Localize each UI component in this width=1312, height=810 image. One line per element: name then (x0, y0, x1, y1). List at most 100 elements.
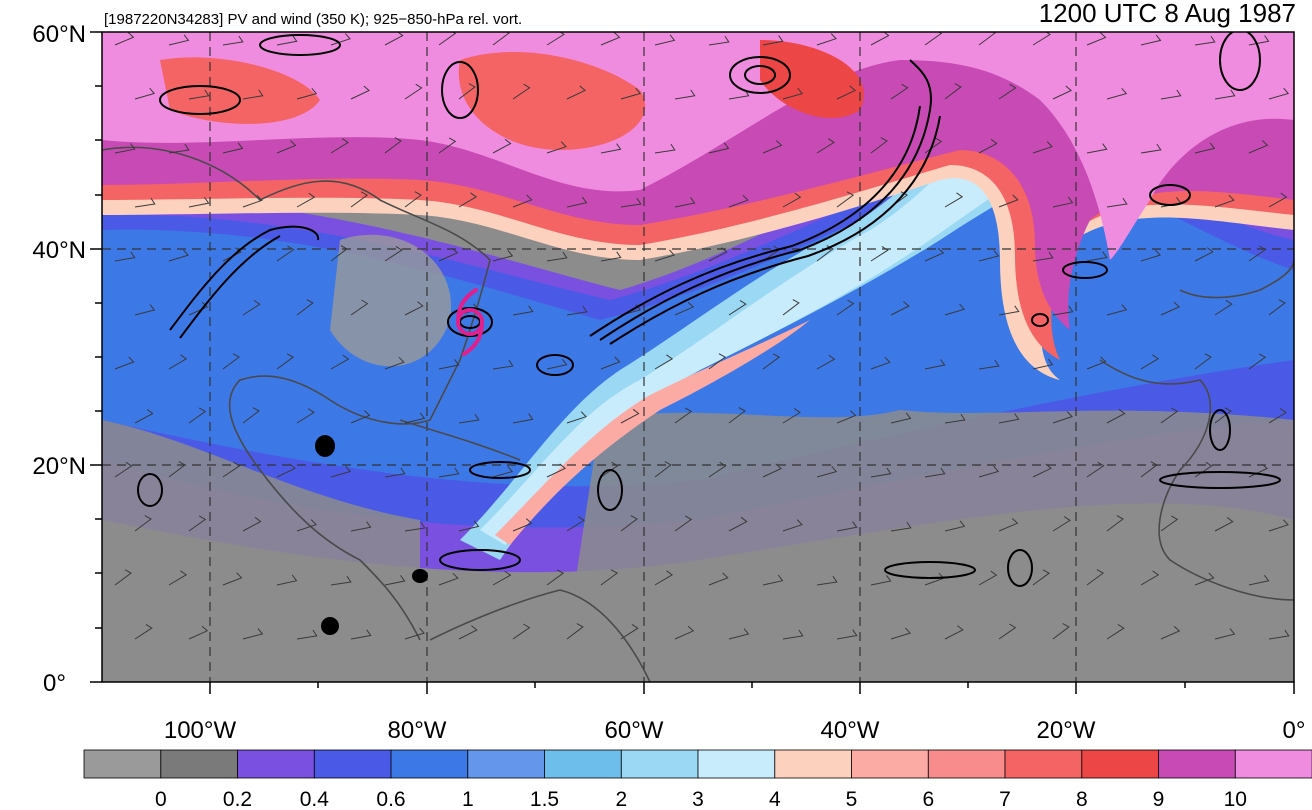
wind-barb (978, 32, 996, 46)
lat-label-0: 0° (43, 670, 66, 697)
wind-barb (944, 83, 962, 100)
wind-barb (566, 516, 585, 532)
wind-barb (600, 356, 621, 370)
wind-barb (782, 629, 804, 640)
wind-barb (222, 247, 242, 262)
wind-barb (566, 411, 587, 424)
colorbar-swatch (774, 749, 852, 779)
wind-barb (620, 408, 640, 424)
wind-barb (728, 516, 748, 532)
wind-barb (674, 197, 696, 208)
wind-barb (1194, 572, 1215, 586)
left-title: [1987220N34283] PV and wind (350 K); 925… (104, 11, 522, 28)
wind-barb (1052, 411, 1073, 424)
wind-barb (1086, 143, 1108, 154)
wind-barb (222, 142, 244, 154)
wind-barb (168, 34, 190, 46)
wind-barb (728, 194, 749, 208)
wind-barb (620, 623, 639, 640)
colorbar-tick-label: 9 (1153, 788, 1165, 810)
wind-barb (114, 356, 135, 370)
wind-barb (1248, 140, 1269, 154)
wind-barb (836, 299, 855, 316)
colorbar-tick-label: 3 (692, 788, 704, 810)
wind-barb (654, 570, 674, 586)
coastlines (102, 146, 1294, 682)
wind-barb (512, 623, 531, 640)
wind-barb (1248, 574, 1270, 586)
wind-barb (924, 247, 945, 262)
wind-barb (134, 197, 156, 208)
wind-barb (1268, 519, 1289, 532)
colorbar-swatch (697, 749, 776, 779)
wind-barb (188, 89, 210, 100)
wind-barb (168, 249, 189, 262)
wind-barb (1160, 515, 1179, 532)
wind-barb (134, 304, 156, 316)
wind-barb (384, 356, 405, 370)
wind-barb (1052, 85, 1073, 100)
wind-barb (978, 138, 998, 154)
colorbar-swatch (1158, 749, 1236, 779)
wind-barb (1194, 353, 1212, 370)
wind-barb (674, 625, 695, 640)
wind-barb (944, 413, 966, 424)
wind-barb (924, 32, 943, 46)
wind-barb (620, 197, 642, 208)
wind-barb (296, 629, 318, 640)
wind-barb (674, 407, 693, 424)
wind-barb (1032, 358, 1054, 370)
wind-barbs (114, 32, 1290, 640)
wind-barb (782, 192, 802, 208)
colorbar-swatch (1234, 749, 1312, 779)
wind-barb (654, 143, 676, 154)
wind-barb (188, 301, 209, 316)
wind-barb (870, 356, 891, 370)
colorbar-tick-label: 6 (922, 788, 934, 810)
wind-barb (458, 413, 480, 424)
wind-barb (708, 353, 727, 370)
wind-barb (1032, 569, 1051, 586)
colorbar-tick-label: 10 (1224, 788, 1247, 810)
lat-label-40n: 40°N (32, 237, 86, 264)
wind-barb (836, 85, 857, 100)
wind-barb (762, 463, 783, 478)
wind-barb (276, 574, 298, 586)
wind-barb (114, 461, 133, 478)
wind-barb (546, 463, 567, 478)
wind-barb (350, 85, 371, 100)
wind-barb (438, 137, 457, 154)
wind-barb (1106, 304, 1128, 316)
wind-barb (1214, 89, 1236, 100)
wind-barb (674, 89, 696, 100)
wind-barb (1268, 629, 1290, 640)
wind-barb (816, 354, 836, 370)
wind-barb (1052, 623, 1070, 640)
wind-barb (782, 408, 801, 424)
lon-label-0: 0° (1283, 717, 1306, 744)
wind-barb (492, 359, 514, 370)
colorbar-swatch (390, 749, 469, 779)
colorbar-tick-label: 5 (846, 788, 858, 810)
wind-barb (458, 520, 480, 532)
wind-barb (816, 465, 838, 478)
wind-barb (782, 87, 804, 100)
lat-label-20n: 20°N (32, 453, 86, 480)
wind-barb (134, 515, 152, 532)
wind-barb (404, 301, 424, 316)
wind-barb (296, 299, 314, 316)
wind-barb (1140, 461, 1158, 478)
wind-barb (242, 516, 262, 532)
colorbar-swatch (160, 749, 239, 779)
wind-barb (222, 353, 241, 370)
wind-barb (1268, 192, 1288, 208)
wind-barb (546, 251, 568, 262)
colorbar-labels: 0 0.2 0.4 0.6 1 1.5 2 3 4 5 6 7 8 9 10 (155, 788, 1247, 810)
colorbar (83, 749, 1312, 779)
wind-barb (1032, 251, 1054, 262)
wind-barb (1194, 35, 1216, 46)
wind-barb (188, 197, 210, 208)
wind-barb (134, 409, 154, 424)
lon-label-20w: 20°W (1037, 717, 1096, 744)
colorbar-swatch (237, 749, 315, 779)
